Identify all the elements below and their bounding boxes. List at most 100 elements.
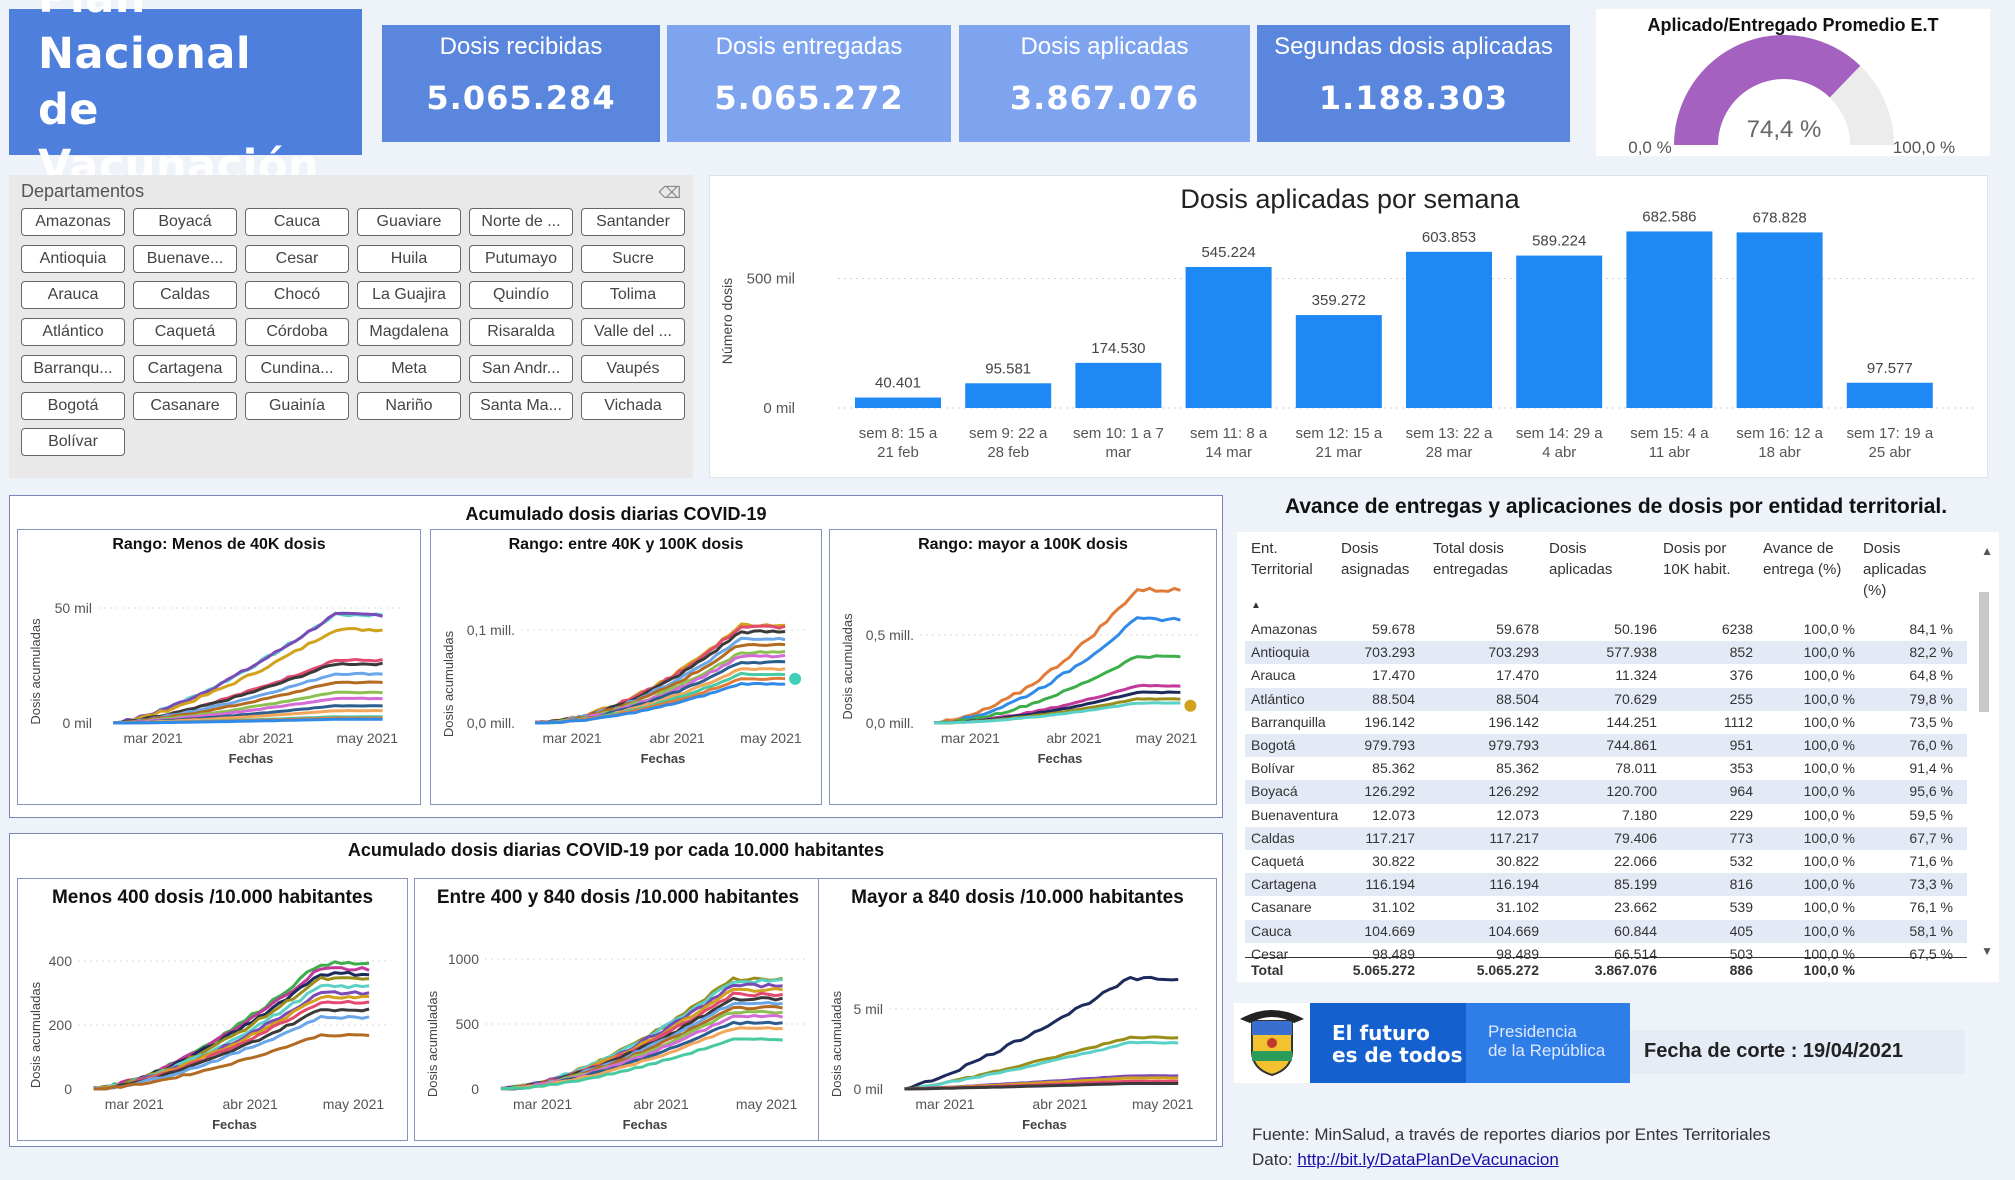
table-row[interactable]: Antioquia 703.293 703.293 577.938 852 100,0 %… <box>1245 641 1967 665</box>
department-button[interactable]: Arauca <box>21 281 125 310</box>
pc-chart-2[interactable]: Entre 400 y 840 dosis /10.000 habitantes… <box>414 878 822 1141</box>
department-button[interactable]: Tolima <box>581 281 685 310</box>
department-button[interactable]: Boyacá <box>133 208 237 236</box>
department-button[interactable]: Barranqu... <box>21 354 125 383</box>
department-button[interactable]: Vichada <box>581 391 685 420</box>
table-row[interactable]: Barranquilla 196.142 196.142 144.251 1112 100… <box>1245 711 1967 734</box>
data-link[interactable]: http://bit.ly/DataPlanDeVacunacion <box>1297 1150 1559 1169</box>
scroll-down-icon[interactable]: ▼ <box>1981 944 1993 958</box>
week-bar[interactable] <box>1846 382 1933 408</box>
table-row[interactable]: Cauca 104.669 104.669 60.844 405 100,0 % 58,1 … <box>1245 919 1967 943</box>
column-header[interactable]: Total dosis entregadas <box>1433 538 1508 580</box>
department-button[interactable]: Santa Ma... <box>469 391 573 420</box>
department-button[interactable]: Caldas <box>133 281 237 310</box>
series-line[interactable] <box>933 654 1181 725</box>
department-button[interactable]: Meta <box>357 354 461 383</box>
series-line[interactable] <box>500 978 783 1091</box>
pc-chart-1[interactable]: Menos 400 dosis /10.000 habitantes 0 200 4… <box>17 878 408 1141</box>
scroll-up-icon[interactable]: ▲ <box>1981 544 1993 558</box>
department-button[interactable]: Vaupés <box>581 354 685 383</box>
table-row[interactable]: Atlántico 88.504 88.504 70.629 255 100,0 % 79,… <box>1245 687 1967 711</box>
weekly-doses-chart[interactable]: Dosis aplicadas por semana Número dosis … <box>709 175 1988 478</box>
department-button[interactable]: San Andr... <box>469 354 573 383</box>
department-button[interactable]: Santander <box>581 208 685 236</box>
department-button[interactable]: Bogotá <box>21 391 125 420</box>
department-button[interactable]: Buenave... <box>133 244 237 273</box>
series-line[interactable] <box>93 1032 370 1091</box>
series-line[interactable] <box>500 1037 783 1091</box>
department-button[interactable]: La Guajira <box>357 281 461 310</box>
series-line[interactable] <box>93 1014 370 1091</box>
department-button[interactable]: Chocó <box>245 281 349 310</box>
table-row[interactable]: Cartagena 116.194 116.194 85.199 816 100,0 % 7… <box>1245 873 1967 897</box>
column-header[interactable]: Ent. Territorial <box>1251 538 1313 580</box>
cum-chart-2[interactable]: Rango: entre 40K y 100K dosis 0,0 mill. 0… <box>430 529 822 805</box>
department-button[interactable]: Nariño <box>357 391 461 420</box>
series-marker[interactable] <box>789 672 802 685</box>
department-button[interactable]: Amazonas <box>21 208 125 236</box>
table-row[interactable]: Amazonas 59.678 59.678 50.196 6238 100,0 % 84,… <box>1245 618 1967 641</box>
cum-chart-3[interactable]: Rango: mayor a 100K dosis 0,0 mill. 0,5 m… <box>829 529 1217 805</box>
column-header[interactable]: Avance de entrega (%) <box>1763 538 1841 580</box>
department-button[interactable]: Casanare <box>133 391 237 420</box>
department-button[interactable]: Córdoba <box>245 318 349 347</box>
column-header[interactable]: Dosis aplicadas (%) <box>1863 538 1926 601</box>
series-line[interactable] <box>904 1081 1179 1091</box>
series-line[interactable] <box>934 616 1181 725</box>
table-row[interactable]: Bogotá 979.793 979.793 744.861 951 100,0 % 76,… <box>1245 734 1967 758</box>
department-button[interactable]: Bolívar <box>21 428 125 457</box>
table-row[interactable]: Caquetá 30.822 30.822 22.066 532 100,0 % 71,6 … <box>1245 850 1967 873</box>
series-line[interactable] <box>93 999 370 1091</box>
series-line[interactable] <box>535 681 786 725</box>
series-line[interactable] <box>933 701 1181 725</box>
department-button[interactable]: Risaralda <box>469 318 573 347</box>
table-row[interactable]: Caldas 117.217 117.217 79.406 773 100,0 % 67,7… <box>1245 826 1967 850</box>
series-marker[interactable] <box>1184 699 1197 712</box>
table-row[interactable]: Buenaventura 12.073 12.073 7.180 229 100,0 % 5… <box>1245 804 1967 827</box>
cum-chart-1[interactable]: Rango: Menos de 40K dosis 0 mil 50 mil mar… <box>17 529 421 805</box>
territory-table[interactable]: Ent. Territorial Dosis asignadas Total dosis… <box>1237 532 1999 982</box>
department-button[interactable]: Norte de ... <box>469 208 573 236</box>
week-bar[interactable] <box>1406 251 1492 408</box>
department-button[interactable]: Quindío <box>469 281 573 310</box>
week-bar[interactable] <box>1185 266 1272 408</box>
department-button[interactable]: Cesar <box>245 244 349 273</box>
week-bar[interactable] <box>855 397 941 408</box>
department-button[interactable]: Antioquia <box>21 244 125 273</box>
series-line[interactable] <box>113 627 383 725</box>
department-button[interactable]: Guainía <box>245 391 349 420</box>
department-button[interactable]: Sucre <box>581 244 685 273</box>
week-bar[interactable] <box>1626 231 1713 408</box>
department-button[interactable]: Cundina... <box>245 354 349 383</box>
department-button[interactable]: Putumayo <box>469 244 573 273</box>
department-button[interactable]: Cauca <box>245 208 349 236</box>
eraser-icon[interactable]: ⌫ <box>658 185 681 202</box>
department-button[interactable]: Caquetá <box>133 318 237 347</box>
table-scrollbar[interactable] <box>1979 592 1989 712</box>
department-button[interactable]: Valle del ... <box>581 318 685 347</box>
sort-asc-icon[interactable]: ▲ <box>1251 600 1261 611</box>
table-row[interactable]: Bolívar 85.362 85.362 78.011 353 100,0 % 91,4 … <box>1245 757 1967 780</box>
table-row[interactable]: Boyacá 126.292 126.292 120.700 964 100,0 % 95,… <box>1245 780 1967 804</box>
week-bar[interactable] <box>1295 315 1382 408</box>
department-button[interactable]: Huila <box>357 244 461 273</box>
series-line[interactable] <box>934 586 1181 725</box>
week-bar[interactable] <box>965 383 1052 408</box>
column-header[interactable]: Dosis por 10K habit. <box>1663 538 1731 580</box>
table-row[interactable]: Casanare 31.102 31.102 23.662 539 100,0 % 76,1… <box>1245 896 1967 919</box>
column-header[interactable]: Dosis asignadas <box>1341 538 1409 580</box>
pc-chart-3[interactable]: Mayor a 840 dosis /10.000 habitantes 0 m… <box>818 878 1217 1141</box>
department-button[interactable]: Magdalena <box>357 318 461 347</box>
series-line[interactable] <box>113 717 383 725</box>
gauge-card[interactable]: Aplicado/Entregado Promedio E.T 74,4 % 0… <box>1596 9 1990 156</box>
column-header[interactable]: Dosis aplicadas <box>1549 538 1612 580</box>
table-row[interactable]: Arauca 17.470 17.470 11.324 376 100,0 % 64,8 % <box>1245 664 1967 687</box>
department-button[interactable]: Cartagena <box>133 354 237 383</box>
week-bar[interactable] <box>1075 362 1162 408</box>
series-line[interactable] <box>904 975 1179 1091</box>
department-button[interactable]: Guaviare <box>357 208 461 236</box>
week-bar[interactable] <box>1736 232 1823 408</box>
department-button[interactable]: Atlántico <box>21 318 125 347</box>
series-line[interactable] <box>904 1040 1179 1091</box>
week-bar[interactable] <box>1516 255 1603 408</box>
